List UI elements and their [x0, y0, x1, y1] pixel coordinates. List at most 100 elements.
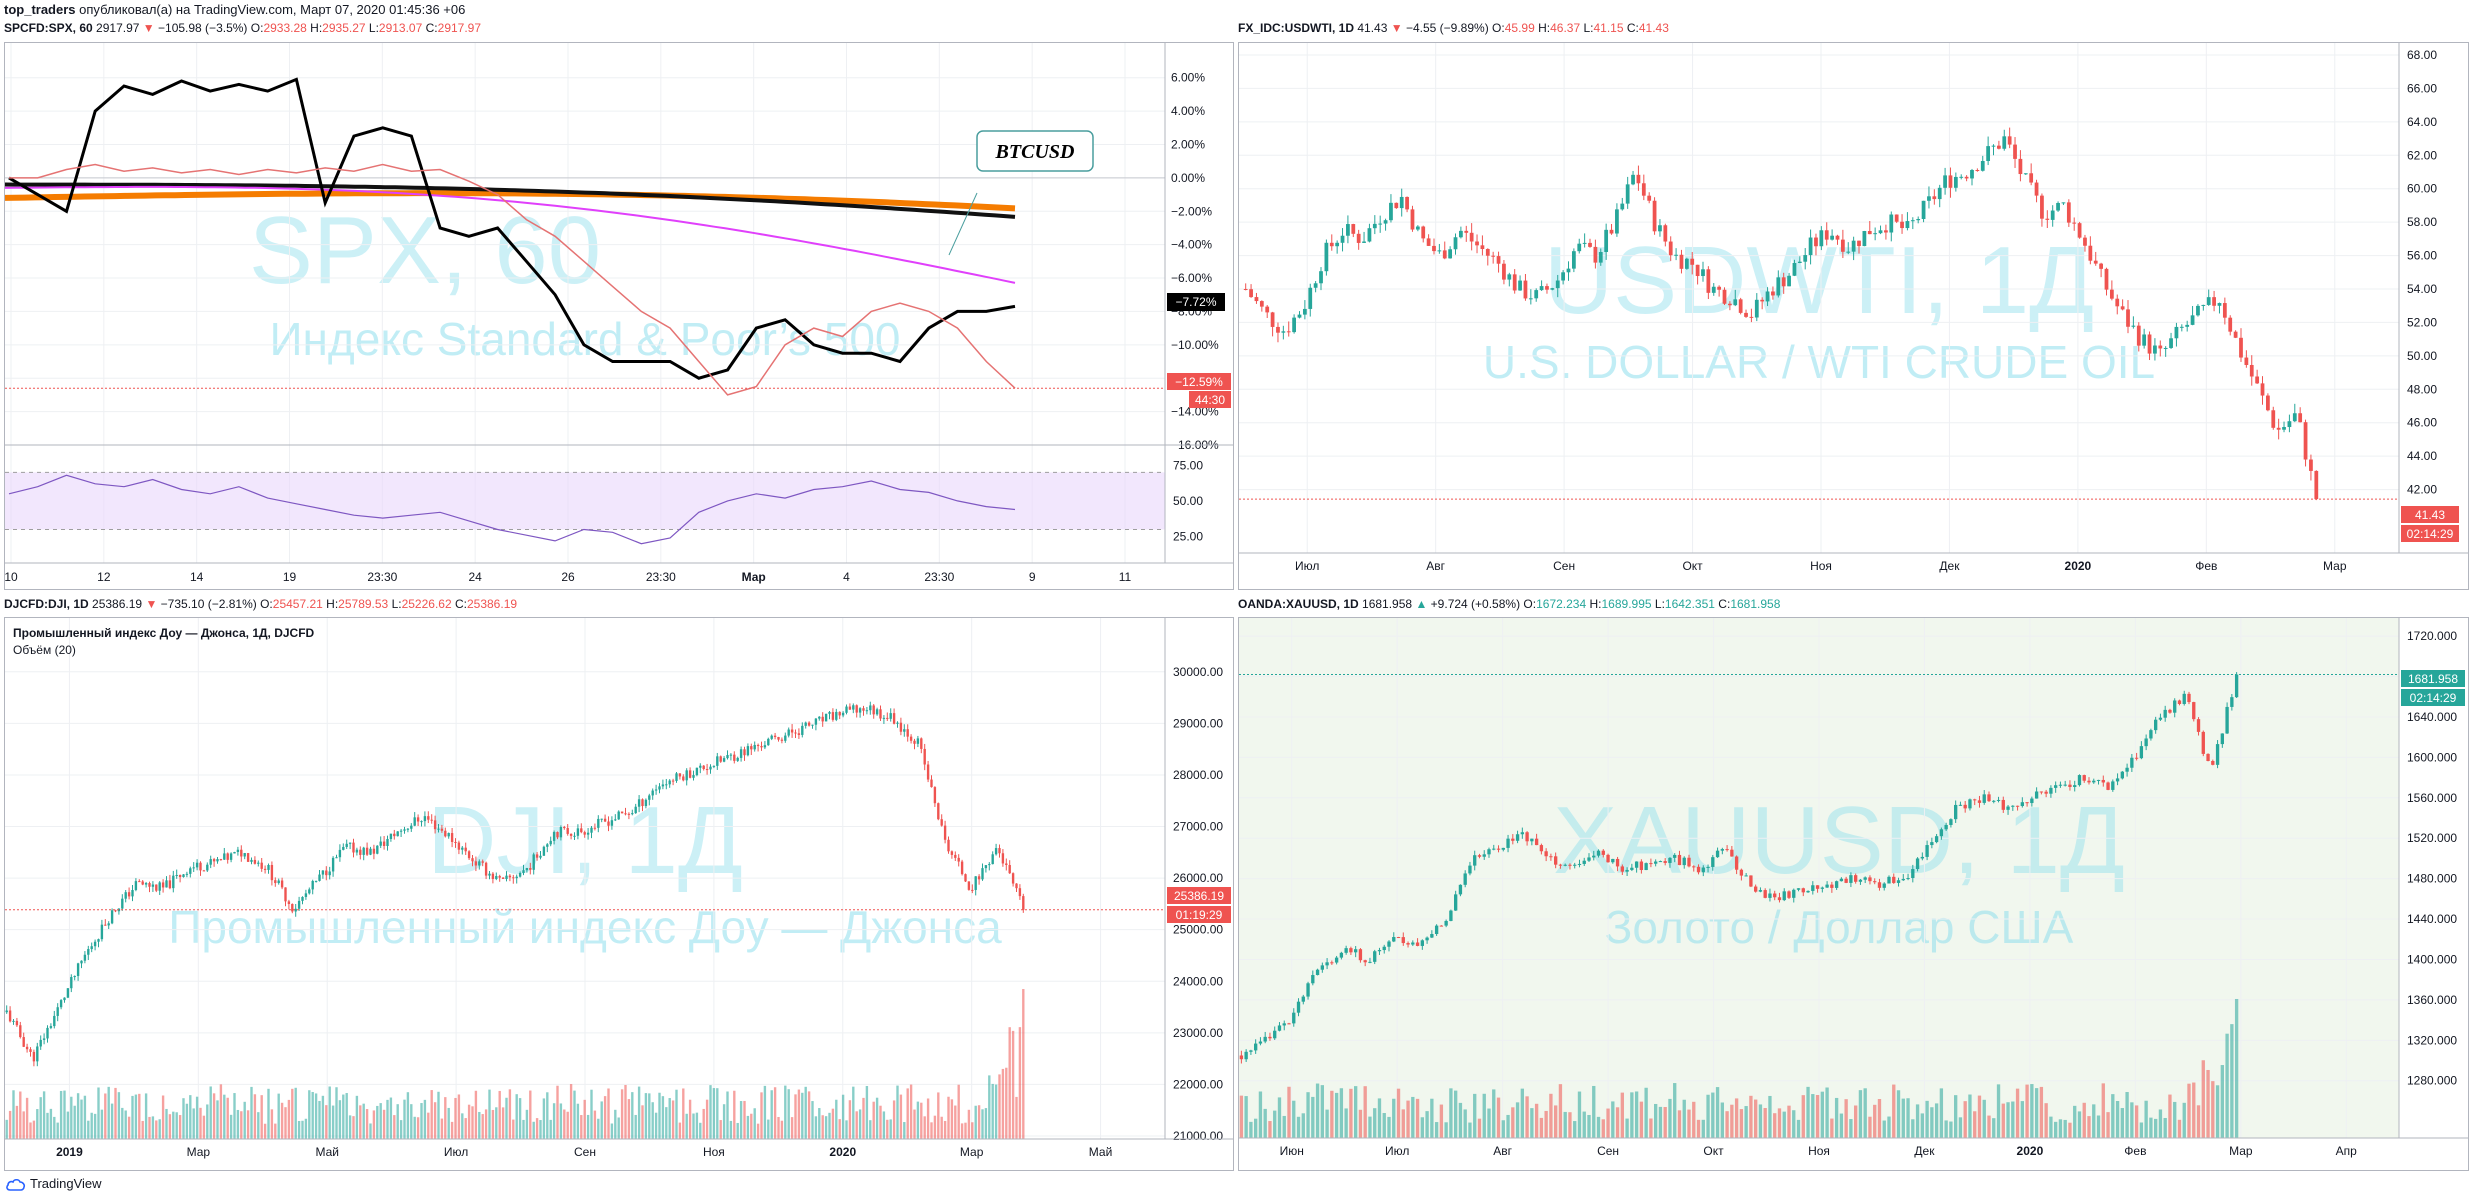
rsi-y-tick-label: 75.00	[1173, 458, 1203, 472]
xau-candle-body	[2115, 778, 2120, 782]
xau-volume-bar	[1915, 1104, 1920, 1138]
dji-legend-title[interactable]: Промышленный индекс Доу — Джонса, 1Д, DJ…	[13, 626, 315, 640]
dji-volume-bar	[790, 1117, 794, 1139]
dji-symbol[interactable]: DJCFD:DJI, 1D	[4, 597, 89, 611]
dji-candle-body	[46, 1027, 49, 1039]
dji-volume-bar	[896, 1085, 899, 1139]
wti-candle-body	[1636, 174, 1641, 184]
dji-chart-panel[interactable]: DJI, 1Д Промышленный индекс Доу — Джонса…	[4, 617, 1234, 1171]
xau-candle-body	[2206, 753, 2210, 762]
publisher-user[interactable]: top_traders	[4, 2, 76, 17]
wti-candle-body	[1598, 251, 1603, 263]
tradingview-logo[interactable]: TradingView	[6, 1176, 102, 1191]
dji-volume-bar	[586, 1114, 590, 1139]
dji-volume-bar	[318, 1100, 321, 1139]
xau-y-tick-label: 1360.000	[2407, 993, 2457, 1007]
xau-candle-body	[1882, 883, 1886, 888]
spx-y-tick-label: 4.00%	[1171, 104, 1205, 118]
wti-candle-body	[2077, 223, 2082, 238]
wti-candle-body	[1840, 239, 1845, 252]
dji-candle-body	[597, 818, 600, 828]
usdwti-symbol[interactable]: FX_IDC:USDWTI, 1D	[1238, 21, 1355, 35]
usdwti-chart-panel[interactable]: USDWTI, 1Д U.S. DOLLAR / WTI CRUDE OIL 6…	[1238, 42, 2469, 590]
xauusd-chart-svg[interactable]: XAUUSD, 1Д Золото / Доллар США 1720.000 1…	[1239, 618, 2468, 1170]
dji-volume-bar	[671, 1100, 675, 1139]
xau-candle-body	[1696, 866, 1701, 873]
dji-candle-body	[753, 744, 756, 750]
dji-volume-bar	[36, 1109, 39, 1139]
dji-y-tick-label: 23000.00	[1173, 1026, 1223, 1040]
xau-volume-bar	[1787, 1105, 1791, 1138]
dji-candle-body	[372, 848, 376, 854]
wti-candle-body	[2169, 338, 2173, 348]
dji-candle-body	[192, 867, 195, 869]
xau-volume-bar	[1520, 1088, 1524, 1138]
dji-volume-bar	[739, 1101, 743, 1139]
dji-volume-bar	[831, 1108, 835, 1139]
dji-chart-svg[interactable]: DJI, 1Д Промышленный индекс Доу — Джонса…	[5, 618, 1233, 1170]
xau-candle-body	[1463, 873, 1467, 885]
dji-volume-bar	[433, 1102, 437, 1139]
dji-candle-body	[903, 729, 906, 732]
xau-candle-body	[2034, 791, 2039, 799]
wti-candle-body	[1351, 224, 1356, 234]
dji-volume-bar	[138, 1093, 141, 1139]
dji-candle-body	[994, 848, 998, 855]
btcusd-callout[interactable]: BTCUSD	[948, 130, 1094, 256]
dji-candle-body	[12, 1020, 15, 1022]
xau-volume-bar	[2168, 1094, 2172, 1138]
xau-volume-bar	[1815, 1095, 1820, 1138]
dji-candle-body	[767, 738, 770, 746]
spx-change: −105.98 (−3.5%)	[158, 21, 248, 35]
wti-candle-body	[1329, 242, 1334, 247]
xau-volume-bar	[1373, 1108, 1377, 1138]
xau-candle-body	[2063, 784, 2067, 786]
xau-x-tick-label: Авг	[1493, 1144, 1512, 1158]
dji-volume-bar	[304, 1118, 308, 1139]
xau-volume-bar	[1587, 1114, 1591, 1138]
usdwti-low: 41.15	[1593, 21, 1624, 35]
dji-volume-bar	[937, 1092, 940, 1139]
dji-volume-bar	[597, 1118, 600, 1139]
usdwti-chart-svg[interactable]: USDWTI, 1Д U.S. DOLLAR / WTI CRUDE OIL 6…	[1239, 43, 2468, 589]
dji-volume-bar	[104, 1093, 107, 1139]
dji-legend-volume[interactable]: Объём (20)	[13, 643, 76, 657]
dji-candle-body	[760, 746, 763, 748]
wti-candle-body	[1738, 299, 1743, 313]
dji-candle-body	[165, 880, 168, 888]
dji-candle-body	[858, 708, 862, 713]
wti-candle-body	[1442, 250, 1447, 259]
spx-badge-btc-text: −7.72%	[1175, 295, 1216, 309]
dji-candle-body	[423, 816, 427, 822]
dji-volume-bar	[559, 1103, 563, 1139]
dji-volume-bar	[444, 1097, 447, 1139]
xauusd-chart-panel[interactable]: XAUUSD, 1Д Золото / Доллар США 1720.000 1…	[1238, 617, 2469, 1171]
xau-candle-body	[2087, 780, 2091, 783]
xau-volume-bar	[1487, 1108, 1491, 1138]
dji-candle-body	[688, 770, 692, 778]
dji-candle-body	[862, 708, 865, 711]
xau-y-tick-label: 1320.000	[2407, 1033, 2457, 1047]
wti-candle-body	[2013, 144, 2017, 159]
xauusd-symbol[interactable]: OANDA:XAUUSD, 1D	[1238, 597, 1359, 611]
spx-chart-svg[interactable]: SPX, 60 Индекс Standard & Poor’s 500 75.…	[5, 43, 1233, 589]
spx-symbol[interactable]: SPCFD:SPX, 60	[4, 21, 93, 35]
wti-candle-body	[2040, 195, 2044, 219]
dji-volume-bar	[301, 1120, 304, 1139]
dji-candle-body	[784, 735, 787, 741]
xau-volume-bar	[1444, 1122, 1448, 1138]
dji-volume-bar	[73, 1105, 76, 1139]
dji-volume-bar	[22, 1111, 25, 1139]
dji-candle-body	[270, 864, 274, 881]
xau-candle-body	[1868, 877, 1872, 882]
dji-open: 25457.21	[272, 597, 323, 611]
xau-candle-body	[1839, 878, 1844, 882]
dji-candle-body	[787, 729, 790, 736]
dji-x-tick-label: 2020	[829, 1145, 856, 1159]
dji-volume-bar	[563, 1109, 566, 1139]
spx-chart-panel[interactable]: SPX, 60 Индекс Standard & Poor’s 500 75.…	[4, 42, 1234, 590]
dji-volume-bar	[658, 1092, 661, 1139]
dji-candle-body	[692, 775, 695, 778]
wti-candle-body	[1615, 209, 1619, 234]
usdwti-watermark-symbol: USDWTI, 1Д	[1544, 227, 2094, 334]
